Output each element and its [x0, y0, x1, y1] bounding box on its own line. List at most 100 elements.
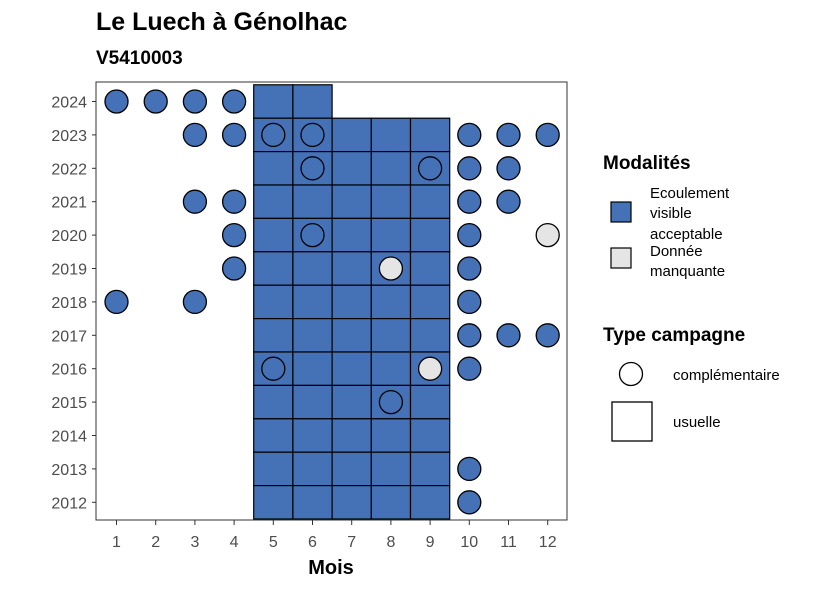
point-2023-5	[261, 122, 286, 148]
point-2017-10	[457, 323, 482, 348]
x-tick-label: 10	[460, 534, 478, 551]
tile-2013-6	[292, 451, 333, 487]
legend-modalites: Modalités Ecoulement visible acceptableDon…	[603, 153, 730, 280]
y-tick-label: 2016	[51, 362, 87, 379]
legend-modalites-title: Modalités	[603, 153, 691, 174]
tile-2020-5	[253, 217, 294, 253]
x-tick-label: 4	[230, 534, 239, 551]
y-axis: 2024 2023 2022 2021 2020 2019 2018 2017 2016 2015…	[51, 95, 96, 512]
point-2023-11	[496, 122, 521, 148]
y-tick-label: 2022	[51, 161, 87, 178]
y-tick-label: 2020	[51, 228, 87, 245]
usuelle-tiles	[253, 84, 451, 520]
x-tick-label: 8	[386, 534, 395, 551]
tile-2016-8	[370, 351, 412, 387]
tile-2013-8	[370, 451, 412, 487]
tile-2012-8	[370, 485, 412, 520]
legend-type-campagne: Type campagne complémentaire usuelle	[603, 325, 780, 442]
tile-2020-7	[331, 217, 372, 253]
point-2017-11	[496, 323, 521, 348]
x-tick-label: 9	[426, 534, 435, 551]
tile-2021-5	[253, 184, 294, 220]
tile-2013-9	[409, 451, 451, 487]
tile-2013-5	[253, 451, 294, 487]
legend-key-manquante	[610, 247, 632, 269]
y-tick-label: 2021	[51, 195, 87, 212]
tile-2017-7	[331, 318, 372, 353]
tile-2014-6	[292, 418, 333, 453]
legend-label-ecoulement: visible	[650, 205, 692, 222]
tile-2015-6	[292, 384, 333, 420]
y-tick-label: 2017	[51, 328, 87, 345]
tile-2020-9	[409, 217, 451, 253]
point-2024-2	[143, 89, 168, 114]
point-2018-10	[457, 289, 482, 315]
chart-subtitle: V5410003	[96, 48, 183, 69]
tile-2023-7	[331, 117, 372, 153]
legend-label-ecoulement: Ecoulement	[650, 185, 730, 202]
point-2019-4	[221, 256, 247, 281]
point-2024-1	[104, 89, 129, 114]
tile-2016-6	[292, 351, 333, 387]
complementaire-points	[104, 89, 560, 515]
point-2020-6	[300, 222, 325, 248]
legend-label-usuelle: usuelle	[673, 414, 721, 431]
tile-2019-9	[409, 251, 451, 286]
tile-2017-9	[409, 318, 451, 353]
plot-border	[95, 81, 568, 521]
point-2021-11	[496, 189, 521, 214]
tile-2014-7	[331, 418, 372, 453]
point-2022-6	[300, 156, 325, 181]
point-2016-5	[261, 356, 286, 381]
tile-2012-5	[253, 485, 294, 520]
legend-key-ecoulement	[610, 201, 632, 223]
y-tick-label: 2014	[51, 429, 87, 446]
tile-2021-6	[292, 184, 333, 220]
point-2021-3	[182, 189, 208, 214]
y-tick-label: 2012	[51, 495, 87, 512]
point-2018-1	[104, 289, 129, 315]
y-tick-label: 2015	[51, 395, 87, 412]
point-2016-9	[417, 356, 443, 381]
point-2023-10	[457, 122, 482, 148]
tile-2014-5	[253, 418, 294, 453]
point-2024-4	[221, 89, 247, 114]
chart-title: Le Luech à Génolhac	[96, 8, 348, 36]
point-2019-8	[378, 256, 404, 281]
y-tick-label: 2019	[51, 262, 87, 279]
point-2023-12	[535, 122, 560, 148]
tile-2019-5	[253, 251, 294, 286]
tile-2015-9	[409, 384, 451, 420]
legend-key-square	[611, 401, 653, 442]
point-2022-11	[496, 156, 521, 181]
legend-label-manquante: Donnée	[650, 243, 703, 260]
tile-2015-7	[331, 384, 372, 420]
tile-2016-7	[331, 351, 372, 387]
tile-2022-5	[253, 151, 294, 186]
y-tick-label: 2024	[51, 95, 87, 112]
tile-2023-9	[409, 117, 451, 153]
point-2024-3	[182, 89, 208, 114]
point-2013-10	[457, 456, 482, 482]
point-2016-10	[457, 356, 482, 381]
tile-2019-6	[292, 251, 333, 286]
tile-2018-9	[409, 284, 451, 320]
x-tick-label: 7	[347, 534, 356, 551]
point-2022-10	[457, 156, 482, 181]
tile-2021-9	[409, 184, 451, 220]
tile-2014-8	[370, 418, 412, 453]
tile-2017-5	[253, 318, 294, 353]
legend-label-manquante: manquante	[650, 263, 725, 280]
x-tick-label: 2	[151, 534, 160, 551]
legend-type-title: Type campagne	[603, 325, 745, 346]
x-tick-label: 3	[190, 534, 199, 551]
point-2019-10	[457, 256, 482, 281]
tile-2021-8	[370, 184, 412, 220]
x-tick-label: 12	[539, 534, 557, 551]
point-2015-8	[378, 389, 404, 415]
point-2021-4	[221, 189, 247, 214]
point-2023-6	[300, 122, 325, 148]
x-tick-label: 1	[112, 534, 121, 551]
point-2023-4	[221, 122, 247, 148]
